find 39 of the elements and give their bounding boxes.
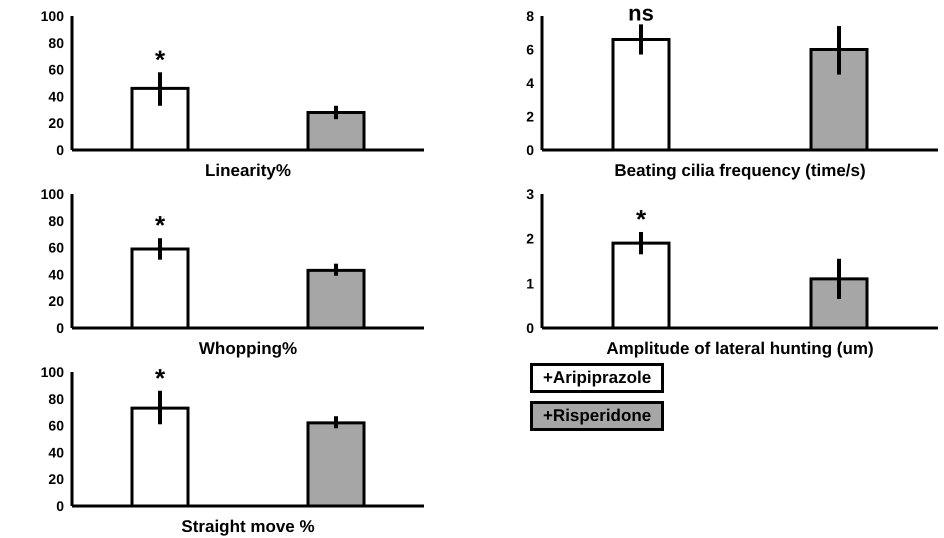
y-tick-label: 40 <box>48 444 64 460</box>
y-tick-label: 2 <box>526 230 534 247</box>
annotation: ns <box>628 0 654 26</box>
y-tick-label: 60 <box>48 240 64 256</box>
y-tick-label: 60 <box>48 418 64 434</box>
y-tick-label: 40 <box>48 266 64 282</box>
y-tick-label: 80 <box>48 34 64 51</box>
y-tick-label: 20 <box>48 293 64 310</box>
y-tick-label: 6 <box>526 41 534 58</box>
y-tick-label: 8 <box>526 8 534 24</box>
y-tick-label: 80 <box>48 212 64 229</box>
y-tick-label: 40 <box>48 88 64 104</box>
y-tick-label: 100 <box>40 186 64 202</box>
y-tick-label: 20 <box>48 115 64 132</box>
y-tick-label: 60 <box>48 62 64 78</box>
y-tick-label: 3 <box>526 186 534 202</box>
y-tick-label: 0 <box>526 142 534 158</box>
y-tick-label: 0 <box>56 142 64 158</box>
x-axis-title: Whopping% <box>198 339 298 358</box>
y-tick-label: 0 <box>526 320 534 336</box>
y-tick-label: 4 <box>526 74 534 91</box>
y-tick-label: 20 <box>48 471 64 488</box>
y-tick-label: 0 <box>56 498 64 514</box>
x-axis-title: Straight move % <box>181 517 315 536</box>
x-axis-title: Linearity% <box>205 161 291 180</box>
y-tick-label: 100 <box>40 8 64 24</box>
y-tick-label: 0 <box>56 320 64 336</box>
text: +Risperidone <box>530 401 664 431</box>
annotation: * <box>154 44 166 74</box>
x-axis-title: Beating cilia frequency (time/s) <box>614 161 866 180</box>
y-tick-label: 2 <box>526 108 534 124</box>
annotation: * <box>154 362 166 393</box>
y-tick-label: 80 <box>48 390 64 407</box>
annotation: * <box>154 210 166 240</box>
y-tick-label: 100 <box>40 364 64 380</box>
text: +Aripiprazole <box>530 363 664 393</box>
annotation: * <box>636 204 647 234</box>
x-axis-title: Amplitude of lateral hunting (um) <box>606 339 874 358</box>
y-tick-label: 1 <box>526 275 534 292</box>
